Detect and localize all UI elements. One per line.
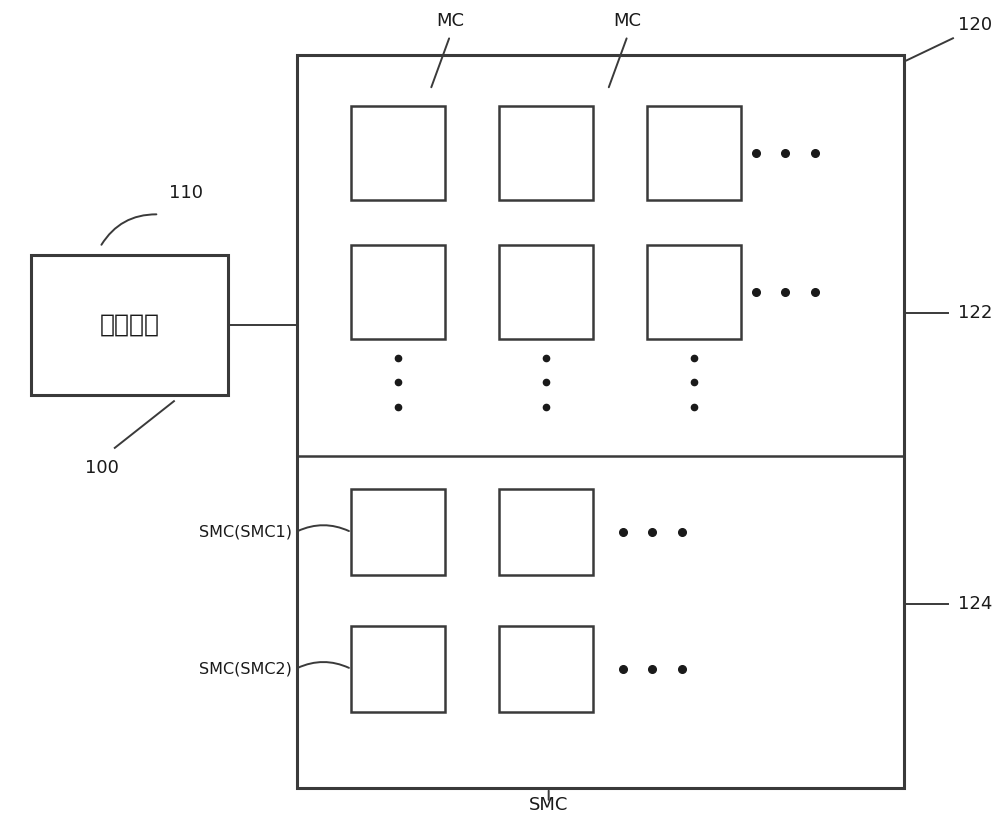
Bar xyxy=(351,626,445,712)
Text: MC: MC xyxy=(614,12,642,30)
Bar xyxy=(351,106,445,200)
Bar xyxy=(351,245,445,339)
Text: 124: 124 xyxy=(958,594,992,612)
Bar xyxy=(499,106,593,200)
Bar xyxy=(499,245,593,339)
Text: 100: 100 xyxy=(85,459,119,478)
Bar xyxy=(297,54,904,787)
Bar xyxy=(31,256,228,395)
Text: SMC(SMC2): SMC(SMC2) xyxy=(199,662,292,677)
Bar xyxy=(351,489,445,575)
Text: 120: 120 xyxy=(958,16,992,35)
Text: SMC: SMC xyxy=(529,796,568,814)
Bar xyxy=(647,245,741,339)
Text: SMC(SMC1): SMC(SMC1) xyxy=(199,524,292,540)
Bar xyxy=(647,106,741,200)
Text: 110: 110 xyxy=(169,184,203,202)
Bar xyxy=(499,489,593,575)
Bar xyxy=(499,626,593,712)
Text: MC: MC xyxy=(436,12,464,30)
Text: 控制电路: 控制电路 xyxy=(100,313,160,337)
Text: 122: 122 xyxy=(958,303,992,321)
